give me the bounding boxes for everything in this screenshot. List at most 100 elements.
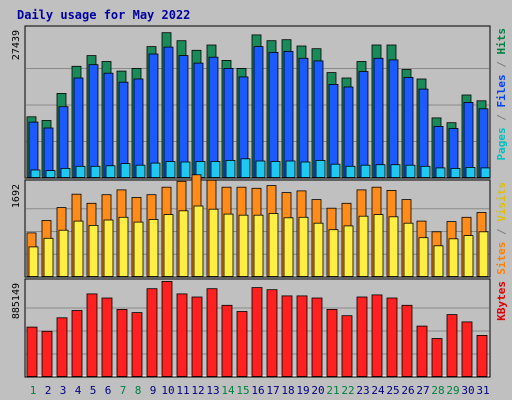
bar-sites-day-22 — [343, 225, 354, 277]
bar-sites-day-6 — [103, 219, 114, 277]
bar-sites-day-9 — [148, 219, 159, 277]
bar-sites-day-14 — [223, 213, 234, 277]
bar-sites-day-24 — [373, 214, 384, 277]
x-tick-label-day-31: 31 — [476, 384, 489, 397]
bar-pages-day-10 — [165, 161, 176, 178]
bar-files-day-5 — [88, 64, 99, 178]
bar-pages-day-14 — [225, 159, 236, 178]
bar-sites-day-28 — [433, 245, 444, 277]
x-axis: 1 2 3 4 5 6 7 8 9 10 11 12 13 14 15 16 17 18 19 20 21 22 23 24 2… — [30, 384, 490, 397]
panel-visits-sites: 1692 Sites / Visits — [11, 174, 508, 278]
bar-sites-day-8 — [133, 221, 144, 277]
bar-files-day-6 — [103, 72, 114, 178]
x-tick-label-day-10: 10 — [161, 384, 174, 397]
x-tick-label-day-19: 19 — [296, 384, 309, 397]
x-tick-label-day-1: 1 — [30, 384, 37, 397]
bar-sites-day-5 — [88, 224, 99, 277]
bar-files-day-3 — [58, 106, 69, 178]
x-tick-label-day-21: 21 — [326, 384, 339, 397]
bar-sites-day-10 — [163, 214, 174, 277]
bar-sites-day-17 — [268, 213, 279, 277]
x-tick-label-day-2: 2 — [45, 384, 52, 397]
bar-files-day-9 — [148, 53, 159, 178]
x-tick-label-day-15: 15 — [236, 384, 249, 397]
bar-files-day-24 — [373, 57, 384, 178]
bar-sites-day-15 — [238, 214, 249, 277]
bar-pages-day-8 — [135, 164, 146, 178]
bar-files-day-8 — [133, 78, 144, 178]
bar-sites-day-3 — [58, 229, 69, 277]
bar-kbytes-day-9 — [146, 288, 158, 377]
series-label-part: / — [495, 55, 508, 75]
bar-pages-day-23 — [360, 164, 371, 178]
bar-kbytes-day-10 — [161, 280, 173, 377]
bar-kbytes-day-12 — [191, 296, 203, 377]
bar-pages-day-19 — [300, 161, 311, 178]
bar-files-day-26 — [403, 77, 414, 178]
bar-kbytes-day-29 — [446, 314, 458, 377]
bar-files-day-1 — [28, 121, 39, 178]
bar-pages-day-26 — [405, 164, 416, 178]
bar-pages-day-27 — [420, 165, 431, 178]
bar-sites-day-27 — [418, 237, 429, 277]
y-max-label: 885149 — [11, 283, 22, 319]
x-tick-label-day-20: 20 — [311, 384, 324, 397]
bar-kbytes-day-19 — [296, 295, 308, 377]
x-tick-label-day-6: 6 — [105, 384, 112, 397]
bar-kbytes-day-22 — [341, 315, 353, 377]
bar-files-day-18 — [283, 51, 294, 178]
bar-sites-day-2 — [43, 237, 54, 277]
bar-sites-day-20 — [313, 222, 324, 277]
bar-pages-day-30 — [465, 166, 476, 178]
bar-sites-day-19 — [298, 216, 309, 277]
bar-kbytes-day-18 — [281, 295, 293, 377]
bar-kbytes-day-27 — [416, 325, 428, 377]
bar-kbytes-day-21 — [326, 308, 338, 377]
series-label-part: Files — [495, 74, 508, 107]
x-tick-label-day-27: 27 — [416, 384, 429, 397]
bar-files-day-22 — [343, 86, 354, 178]
bar-files-day-13 — [208, 56, 219, 178]
x-tick-label-day-13: 13 — [206, 384, 219, 397]
bar-kbytes-day-4 — [71, 310, 83, 377]
bar-pages-day-29 — [450, 167, 461, 178]
bar-kbytes-day-3 — [56, 317, 68, 377]
bar-pages-day-16 — [255, 160, 266, 178]
bar-sites-day-25 — [388, 216, 399, 277]
y-max-label: 1692 — [11, 184, 22, 208]
bar-kbytes-day-31 — [476, 334, 488, 377]
bar-kbytes-day-20 — [311, 297, 323, 377]
bar-pages-day-31 — [480, 167, 491, 178]
x-tick-label-day-7: 7 — [120, 384, 127, 397]
bar-kbytes-day-2 — [41, 330, 53, 377]
x-tick-label-day-3: 3 — [60, 384, 67, 397]
bar-pages-day-20 — [315, 159, 326, 178]
bar-kbytes-day-14 — [221, 304, 233, 377]
bar-files-day-10 — [163, 46, 174, 178]
x-tick-label-day-9: 9 — [150, 384, 157, 397]
x-tick-label-day-12: 12 — [191, 384, 204, 397]
bar-sites-day-31 — [478, 231, 489, 277]
bar-files-day-11 — [178, 55, 189, 178]
x-tick-label-day-8: 8 — [135, 384, 142, 397]
bar-pages-day-18 — [285, 160, 296, 178]
bar-pages-day-11 — [180, 161, 191, 178]
x-tick-label-day-16: 16 — [251, 384, 264, 397]
bar-sites-day-12 — [193, 205, 204, 277]
x-tick-label-day-14: 14 — [221, 384, 235, 397]
bar-pages-day-17 — [270, 161, 281, 178]
bar-pages-day-15 — [240, 158, 251, 178]
bar-pages-day-28 — [435, 167, 446, 178]
bar-pages-day-25 — [390, 164, 401, 178]
bar-kbytes-day-26 — [401, 304, 413, 377]
bar-pages-day-13 — [210, 161, 221, 178]
x-tick-label-day-26: 26 — [401, 384, 414, 397]
bar-kbytes-day-7 — [116, 308, 128, 377]
bar-files-day-12 — [193, 62, 204, 178]
bar-files-day-25 — [388, 59, 399, 178]
bar-files-day-19 — [298, 57, 309, 178]
bar-sites-day-18 — [283, 217, 294, 277]
bar-pages-day-22 — [345, 165, 356, 178]
